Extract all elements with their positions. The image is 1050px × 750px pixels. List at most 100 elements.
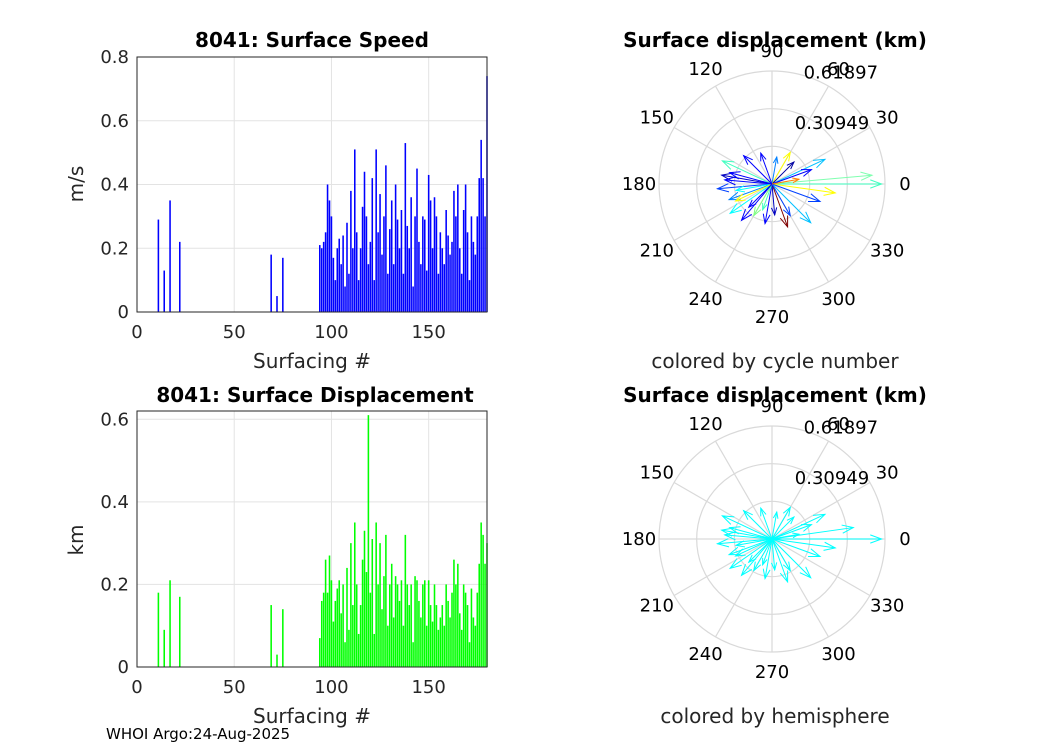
bar (468, 280, 471, 312)
polar-angle-label: 180 (622, 174, 656, 195)
x-tick-label: 100 (314, 677, 348, 698)
axes-box (136, 56, 488, 313)
bar (348, 273, 350, 312)
arrow-head (728, 203, 742, 215)
y-tick-label: 0.4 (100, 175, 129, 196)
bar (462, 210, 465, 312)
arrow-head (723, 531, 737, 541)
bar (424, 580, 426, 667)
displacement-arrow (771, 183, 789, 228)
displacement-arrow (724, 179, 773, 185)
bar (472, 617, 475, 667)
bar (396, 584, 399, 667)
bar (369, 592, 372, 667)
bar (354, 522, 356, 667)
bar (420, 617, 422, 667)
arrow-head (823, 541, 837, 551)
arrow-head (721, 515, 735, 525)
y-tick-label: 0.2 (100, 238, 129, 259)
polar-cycle-caption: colored by cycle number (651, 349, 899, 373)
bar (437, 273, 440, 312)
polar-angle-label: 330 (870, 241, 904, 262)
displacement-arrow (729, 538, 773, 569)
displacement-arrow (748, 183, 773, 208)
bar (422, 584, 424, 667)
arrow-head (841, 524, 855, 534)
bar (169, 580, 171, 667)
arrow-head (786, 161, 795, 170)
arrow-head (792, 177, 801, 184)
bar (282, 257, 284, 312)
bar (408, 605, 410, 667)
displacement-arrow (771, 152, 791, 185)
bar (361, 206, 364, 312)
bar (340, 264, 342, 312)
arrow-head (782, 151, 791, 162)
displacement-chart-title: 8041: Surface Displacement (156, 383, 474, 407)
bar (416, 580, 418, 667)
y-tick-label: 0 (118, 657, 129, 678)
bar (390, 563, 393, 667)
bar (334, 600, 337, 667)
arrow-head (734, 185, 746, 193)
displacement-arrow (771, 183, 821, 202)
bar (270, 605, 272, 667)
displacement-arrow (728, 538, 773, 556)
polar-cycle-title: Surface displacement (km) (623, 28, 927, 52)
bar (336, 248, 339, 312)
bar (328, 200, 331, 312)
bar (330, 580, 333, 667)
displacement-arrow (771, 161, 795, 185)
bar (480, 139, 482, 312)
bar (427, 174, 430, 312)
bar (322, 241, 325, 312)
bar (466, 232, 469, 312)
bar (437, 629, 440, 667)
displacement-arrow (729, 183, 773, 214)
displacement-arrow (771, 158, 826, 185)
bar (324, 232, 327, 312)
arrow-head (792, 532, 801, 539)
arrow-head (740, 209, 753, 222)
displacement-arrow (722, 160, 773, 185)
bar (402, 625, 405, 667)
bar (392, 617, 395, 667)
bar (412, 286, 414, 312)
bar (478, 563, 480, 667)
bar (404, 143, 407, 312)
bar (410, 584, 412, 667)
x-tick-label: 100 (314, 322, 348, 343)
displacement-arrow (771, 513, 826, 540)
polar-angle-label: 150 (640, 463, 674, 484)
bar (319, 245, 321, 312)
displacement-polar-by-hemisphere: 0 30 60 90 120 150 180 210 240 270 300 330 0.30949 0.… (622, 396, 911, 683)
bar (406, 225, 409, 312)
bar (332, 257, 335, 312)
bar (443, 625, 445, 667)
polar-spoke (673, 183, 773, 242)
bar (371, 178, 374, 312)
arrow-head (823, 186, 837, 196)
bar (355, 232, 358, 312)
arrow-head (742, 509, 753, 520)
displacement-arrow (771, 174, 873, 185)
polar-spoke (714, 85, 773, 185)
arrow-head (770, 562, 778, 572)
bar (457, 184, 459, 312)
displacement-arrow (771, 169, 812, 185)
arrow-head (786, 516, 795, 525)
bar (449, 254, 451, 312)
polar-angle-label: 240 (688, 289, 722, 310)
displacement-arrow (771, 538, 791, 571)
bar (324, 559, 327, 667)
polar-spoke (771, 481, 871, 540)
polar-ring-label: 0.30949 (795, 113, 869, 134)
arrow-head (800, 524, 813, 532)
bar (387, 625, 389, 667)
bar (455, 216, 457, 312)
bar (484, 216, 486, 312)
arrow-head (760, 151, 767, 162)
arrow-head (747, 199, 757, 209)
bar (346, 567, 348, 667)
bar (462, 584, 465, 667)
